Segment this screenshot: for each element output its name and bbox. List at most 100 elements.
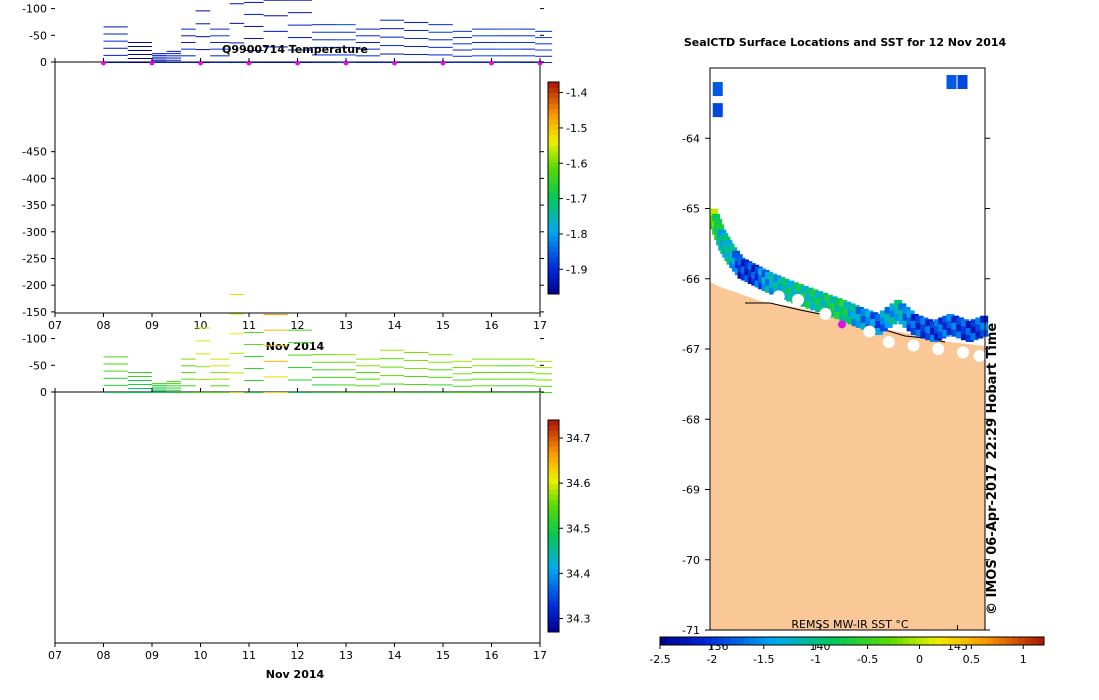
sst-pixel (925, 326, 934, 334)
depth-cell (312, 376, 337, 378)
depth-cell (103, 40, 128, 42)
sst-colorbar-swatch (877, 637, 885, 645)
sea-ice-blob (772, 290, 785, 303)
sst-pixel (769, 273, 778, 281)
depth-cell (127, 57, 152, 59)
sst-pixel (934, 326, 943, 334)
colorbar-swatch (548, 526, 559, 532)
colorbar-swatch (548, 124, 559, 131)
sst-pixel (884, 306, 893, 314)
colorbar-swatch (548, 166, 559, 173)
sst-pixel (898, 317, 907, 325)
sst-pixel (795, 284, 804, 292)
y-tick-label: -150 (22, 306, 47, 319)
depth-cell (210, 371, 230, 373)
depth-cell (287, 0, 313, 1)
depth-cell (152, 383, 167, 385)
depth-cell (195, 392, 211, 393)
depth-cell (152, 384, 167, 386)
sst-pixel (970, 319, 979, 327)
sst-pixel (834, 305, 843, 313)
sst-pixel (716, 224, 725, 232)
depth-cell (535, 367, 553, 369)
sst-pixel (765, 271, 773, 279)
depth-cell (103, 47, 128, 49)
depth-cell (520, 371, 536, 373)
depth-cell (312, 39, 337, 41)
sst-colorbar-swatch (896, 637, 904, 645)
depth-cell (428, 31, 453, 33)
depth-cell (472, 48, 497, 50)
sst-colorbar-swatch (852, 637, 859, 645)
depth-cell (166, 57, 182, 59)
sea-ice-blob (882, 335, 895, 348)
sst-colorbar-tick-label: -1.5 (753, 653, 774, 666)
depth-cell (520, 48, 536, 50)
depth-cell (287, 354, 313, 356)
y-tick-label: 0 (40, 56, 47, 69)
sst-colorbar-swatch (864, 637, 872, 645)
sst-colorbar-swatch (916, 637, 923, 645)
x-tick-label: 12 (291, 319, 305, 332)
surfacing-marker (489, 60, 494, 66)
depth-cell (127, 375, 152, 377)
depth-cell (103, 33, 128, 35)
depth-cell (336, 392, 356, 393)
x-tick-label: 08 (97, 649, 111, 662)
depth-cell (404, 37, 429, 39)
colorbar-frame (547, 81, 560, 295)
sst-pixel (951, 329, 960, 337)
depth-cell (379, 349, 405, 351)
colorbar-swatch (548, 584, 559, 591)
depth-cell (229, 313, 245, 315)
sst-pixel (860, 322, 869, 330)
sst-colorbar-swatch (730, 637, 738, 645)
x-tick-label: 10 (194, 649, 208, 662)
y-tick-label: -300 (22, 226, 47, 239)
sea-ice-blob (819, 307, 832, 320)
depth-cell (535, 373, 553, 375)
depth-cell (379, 28, 405, 30)
depth-cell (312, 24, 337, 26)
sst-pixel (906, 310, 915, 318)
sst-pixel (800, 285, 809, 293)
depth-cell (336, 46, 356, 48)
depth-cell (472, 365, 497, 367)
depth-cell (452, 379, 473, 381)
colorbar-swatch (548, 425, 559, 432)
sst-colorbar: -2.5 -2 -1.5 -1 -0.5 0 0.5 1 (649, 636, 1045, 666)
depth-cell (210, 358, 230, 360)
sst-pixel (889, 303, 898, 311)
sst-pixel (810, 289, 819, 297)
depth-cell (210, 378, 230, 380)
depth-cell (336, 54, 356, 56)
sst-colorbar-swatch (768, 637, 776, 645)
sst-pixel (910, 327, 919, 335)
sst-pixel (946, 313, 955, 321)
sst-pixel (951, 322, 960, 330)
colorbar-swatch (548, 198, 559, 205)
sst-colorbar-swatch (890, 637, 898, 645)
depth-cell (535, 55, 553, 57)
sst-pixel (847, 317, 856, 325)
depth-cell (181, 378, 196, 380)
colorbar-swatch (548, 278, 559, 284)
colorbar-swatch (548, 494, 559, 500)
colorbar-swatch (548, 536, 559, 543)
depth-cell (472, 35, 497, 37)
depth-cell (287, 24, 313, 26)
depth-cell (244, 343, 264, 345)
surfacing-marker (343, 60, 349, 66)
depth-cell (244, 331, 264, 333)
sst-pixel (773, 282, 782, 290)
depth-cell (452, 392, 473, 393)
sst-pixel (898, 303, 907, 311)
sst-pixel (834, 312, 843, 320)
sst-pixel (815, 298, 824, 306)
x-tick-label: 08 (97, 319, 111, 332)
sst-pixel (975, 324, 984, 332)
sst-colorbar-swatch (1031, 637, 1039, 645)
depth-cell (312, 384, 337, 386)
colorbar-swatch (548, 621, 559, 628)
sst-pixel (902, 313, 911, 321)
